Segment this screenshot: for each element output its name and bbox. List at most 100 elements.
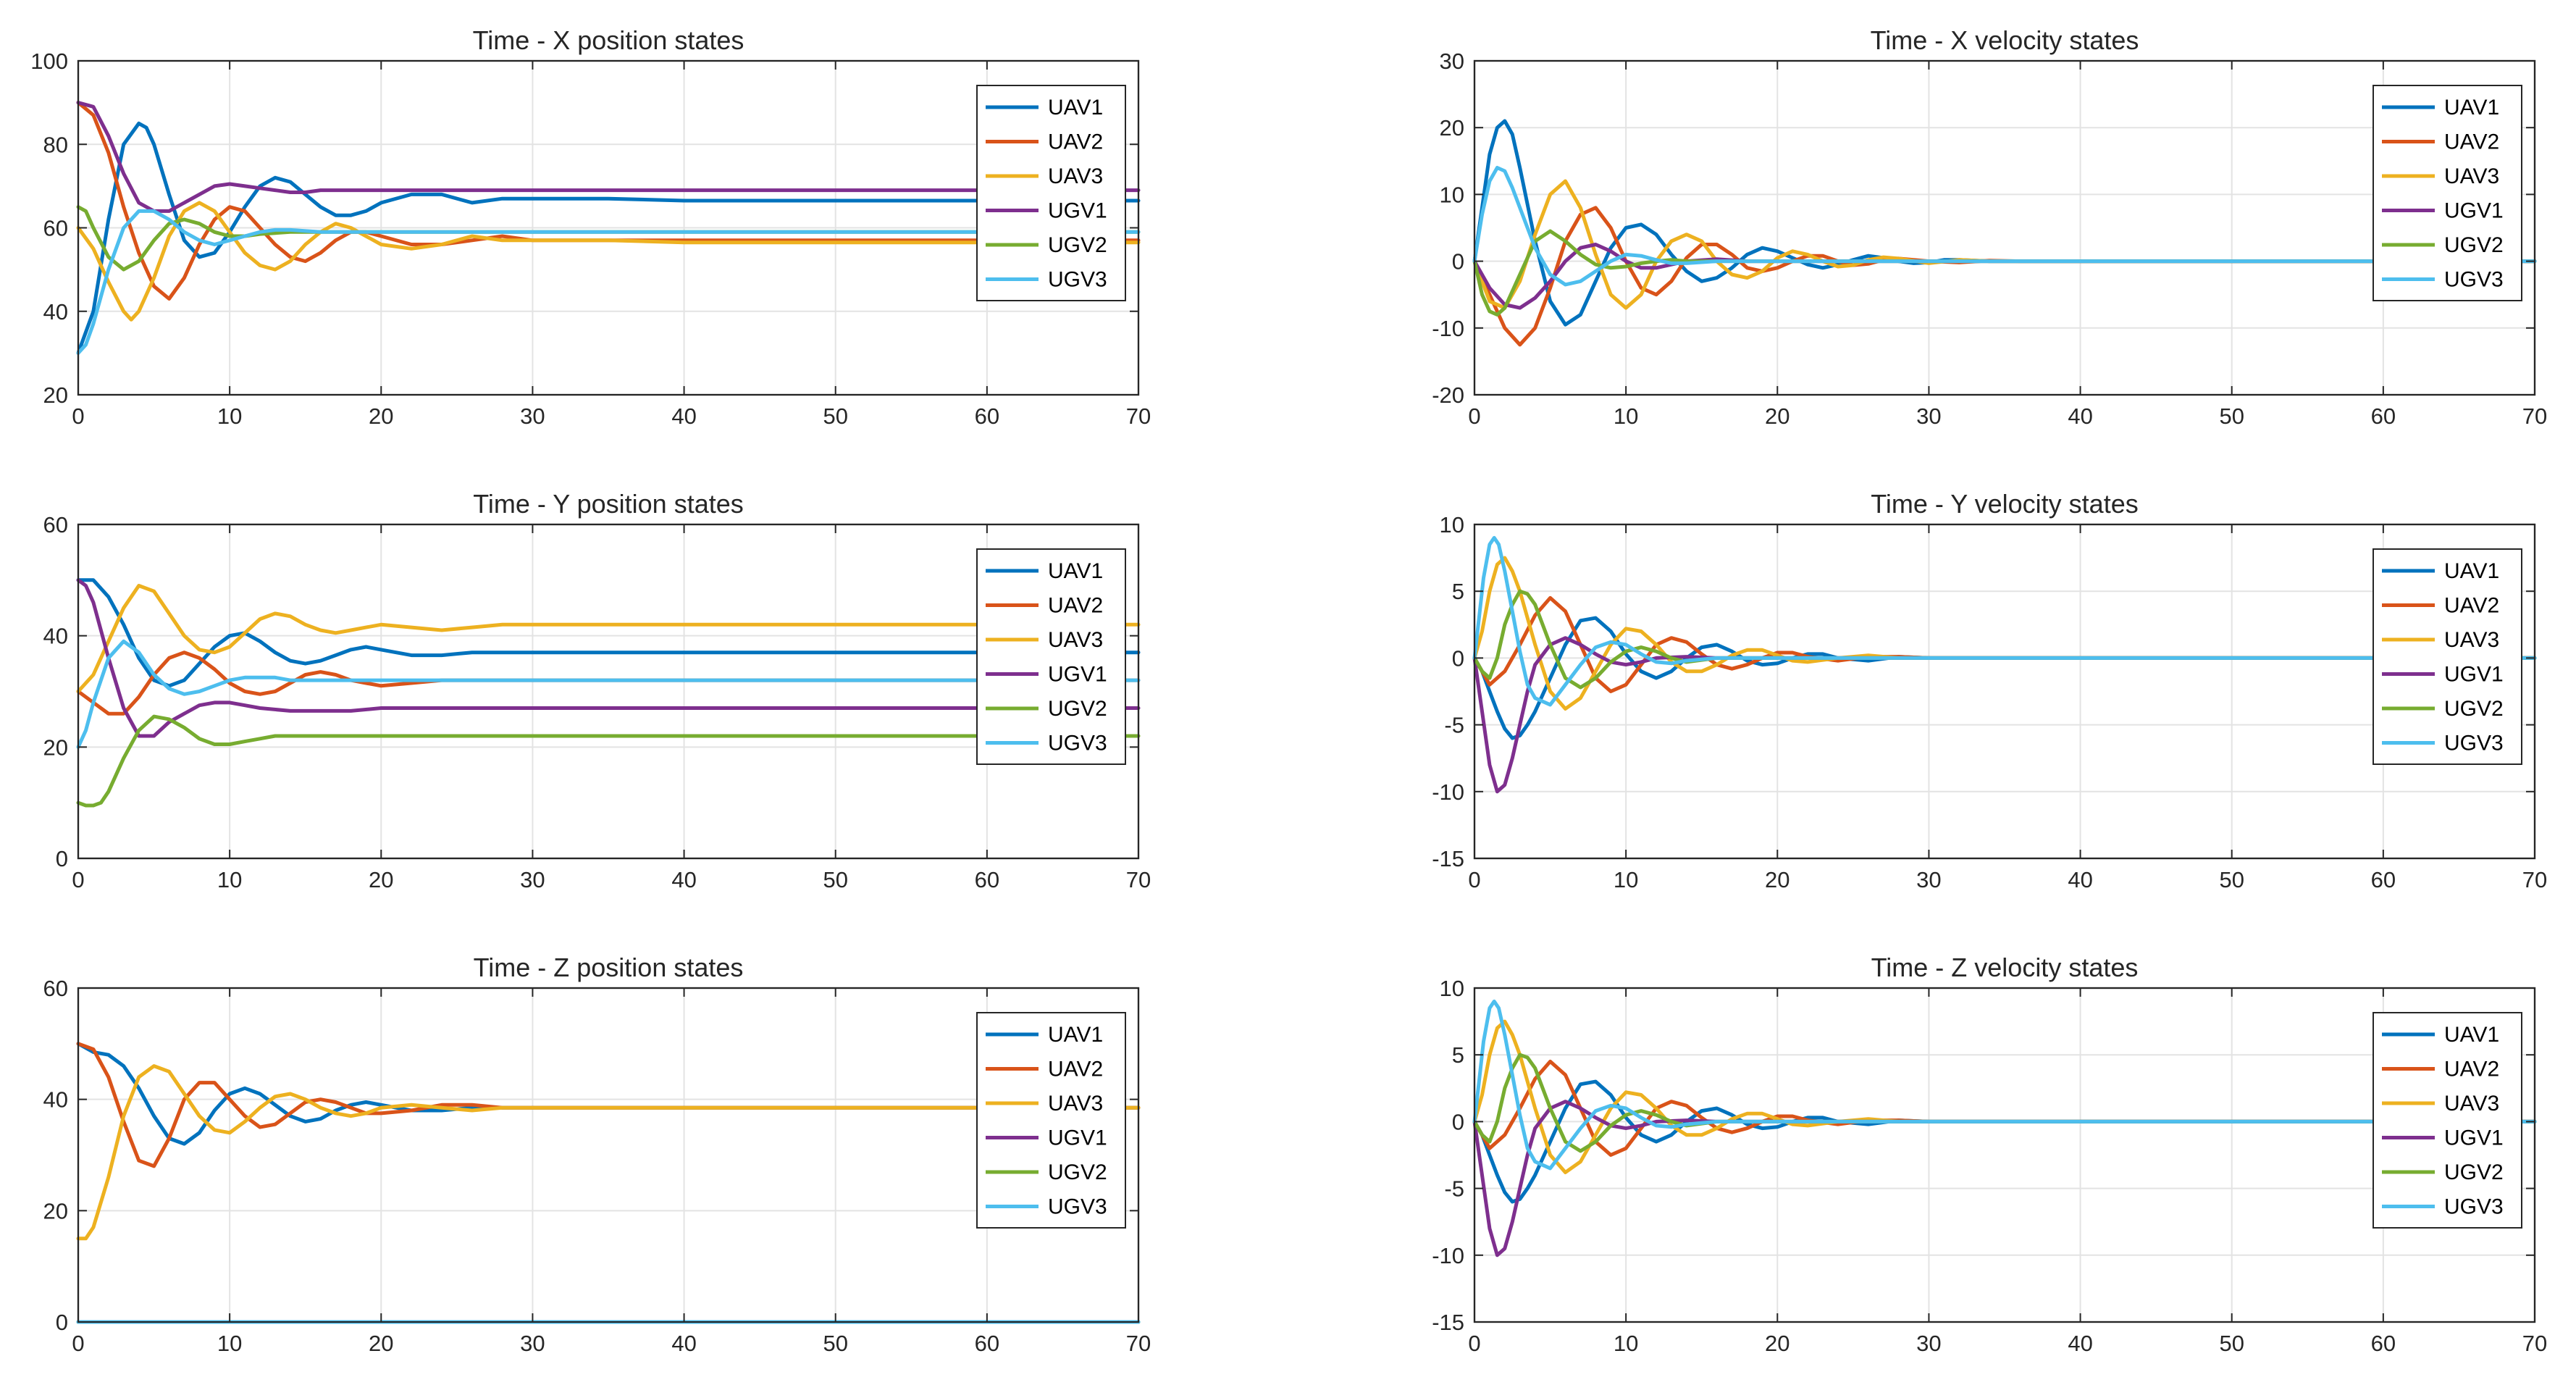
y-tick-label: 60 <box>43 512 68 537</box>
chart-title: Time - X position states <box>473 25 744 55</box>
x-tick-label: 70 <box>2522 1331 2547 1356</box>
series-line-uav1 <box>76 121 1141 355</box>
x-tick-label: 60 <box>2371 867 2396 892</box>
x-tick-label: 30 <box>1916 403 1941 429</box>
x-tick-label: 20 <box>1765 403 1790 429</box>
x-tick-label: 20 <box>1765 867 1790 892</box>
x-tick-label: 40 <box>671 867 696 892</box>
y-tick-label: 40 <box>43 624 68 649</box>
y-tick-label: 0 <box>56 846 68 871</box>
y-tick-label: 10 <box>1440 182 1464 207</box>
y-tick-label: 0 <box>56 1310 68 1335</box>
y-tick-label: -15 <box>1432 1310 1464 1335</box>
chart-title: Time - Y position states <box>473 489 744 519</box>
legend-label-ugv1: UGV1 <box>1048 1126 1107 1150</box>
x-tick-label: 20 <box>369 1331 393 1356</box>
legend-label-ugv3: UGV3 <box>1048 1195 1107 1219</box>
legend-label-ugv2: UGV2 <box>1048 233 1107 257</box>
y-tick-label: 10 <box>1440 512 1464 537</box>
legend-label-ugv3: UGV3 <box>2444 1195 2504 1219</box>
x-tick-label: 0 <box>72 403 84 429</box>
legend-label-uav1: UAV1 <box>1048 559 1103 583</box>
x-tick-label: 10 <box>1614 403 1638 429</box>
x-tick-label: 40 <box>2068 1331 2092 1356</box>
x-tick-label: 30 <box>520 403 545 429</box>
legend: UAV1 UAV2 UAV3 UGV1 UGV2 UGV3 <box>976 1012 1126 1229</box>
chart-panel-3: 0 10 20 30 40 50 60 70 0 20 40 60 Time - Y position … <box>43 489 1151 892</box>
y-tick-label: 20 <box>1440 115 1464 141</box>
legend-label-uav1: UAV1 <box>1048 1023 1103 1047</box>
y-tick-label: 20 <box>43 735 68 760</box>
legend-label-ugv2: UGV2 <box>2444 697 2504 721</box>
legend-label-uav2: UAV2 <box>1048 594 1103 618</box>
series-line-ugv1 <box>76 101 1141 213</box>
series-line-uav3 <box>76 1064 1141 1241</box>
plot-frame <box>1473 59 2536 396</box>
chart-panel-5: 0 10 20 30 40 50 60 70 0 20 40 60 Time - Z position … <box>43 953 1151 1356</box>
chart-panel-4: 0 10 20 30 40 50 60 70 -15 -10 -5 0 5 10 Time - Y velo… <box>1432 489 2547 892</box>
y-tick-label: 0 <box>1452 1109 1464 1134</box>
x-tick-label: 70 <box>2522 403 2547 429</box>
legend: UAV1 UAV2 UAV3 UGV1 UGV2 UGV3 <box>976 85 1126 301</box>
legend-label-uav3: UAV3 <box>1048 164 1103 188</box>
plot-frame <box>77 523 1140 860</box>
x-tick-label: 10 <box>217 867 242 892</box>
legend-label-ugv1: UGV1 <box>2444 663 2504 687</box>
x-tick-label: 50 <box>2219 1331 2244 1356</box>
legend-label-uav2: UAV2 <box>2444 594 2499 618</box>
y-tick-label: 20 <box>43 1198 68 1223</box>
x-tick-label: 30 <box>520 1331 545 1356</box>
x-tick-label: 60 <box>2371 403 2396 429</box>
legend-label-uav1: UAV1 <box>2444 96 2499 120</box>
legend-label-ugv3: UGV3 <box>1048 732 1107 756</box>
series-line-uav1 <box>76 578 1141 688</box>
y-tick-label: 0 <box>1452 249 1464 275</box>
plot-frame <box>1473 987 2536 1323</box>
y-tick-label: 20 <box>43 382 68 408</box>
x-tick-label: 70 <box>1126 1331 1151 1356</box>
x-tick-label: 40 <box>671 1331 696 1356</box>
chart-title: Time - X velocity states <box>1871 25 2139 55</box>
legend: UAV1 UAV2 UAV3 UGV1 UGV2 UGV3 <box>2372 548 2522 765</box>
chart-panel-1: 0 10 20 30 40 50 60 70 20 40 60 80 100 Time - X posit… <box>30 25 1151 429</box>
x-tick-label: 40 <box>2068 867 2092 892</box>
y-tick-label: -5 <box>1444 713 1464 738</box>
x-tick-label: 0 <box>1468 1331 1480 1356</box>
legend-label-ugv3: UGV3 <box>2444 268 2504 292</box>
series-line-uav3 <box>76 584 1141 693</box>
x-tick-label: 60 <box>975 867 999 892</box>
y-tick-label: -10 <box>1432 779 1464 805</box>
x-tick-label: 50 <box>823 403 847 429</box>
series-line-ugv1 <box>76 578 1141 738</box>
chart-title: Time - Y velocity states <box>1871 489 2138 519</box>
x-tick-label: 0 <box>1468 403 1480 429</box>
legend-label-uav2: UAV2 <box>2444 130 2499 154</box>
y-tick-label: 5 <box>1452 579 1464 604</box>
legend-label-ugv1: UGV1 <box>2444 1126 2504 1150</box>
x-tick-label: 60 <box>975 403 999 429</box>
legend-label-uav1: UAV1 <box>2444 559 2499 583</box>
y-tick-label: 5 <box>1452 1042 1464 1068</box>
plot-frame <box>77 987 1140 1323</box>
y-tick-label: 60 <box>43 976 68 1001</box>
legend-label-uav2: UAV2 <box>1048 1058 1103 1081</box>
legend: UAV1 UAV2 UAV3 UGV1 UGV2 UGV3 <box>976 548 1126 765</box>
y-tick-label: 30 <box>1440 49 1464 74</box>
x-tick-label: 50 <box>2219 867 2244 892</box>
legend-label-ugv2: UGV2 <box>2444 233 2504 257</box>
legend-label-uav1: UAV1 <box>2444 1023 2499 1047</box>
x-tick-label: 30 <box>1916 867 1941 892</box>
legend-box <box>2372 548 2522 765</box>
y-tick-label: 10 <box>1440 976 1464 1001</box>
plot-frame <box>1473 523 2536 860</box>
chart-panel-2: 0 10 20 30 40 50 60 70 -20 -10 0 10 20 30 Time - X vel… <box>1432 25 2547 429</box>
series-line-ugv3 <box>1472 999 2537 1171</box>
x-tick-label: 0 <box>1468 867 1480 892</box>
legend-label-ugv2: UGV2 <box>1048 1160 1107 1184</box>
series-line-uav3 <box>76 201 1141 322</box>
legend: UAV1 UAV2 UAV3 UGV1 UGV2 UGV3 <box>2372 1012 2522 1229</box>
legend-label-ugv1: UGV1 <box>1048 663 1107 687</box>
x-tick-label: 60 <box>975 1331 999 1356</box>
chart-title: Time - Z position states <box>474 953 744 982</box>
x-tick-label: 10 <box>1614 1331 1638 1356</box>
